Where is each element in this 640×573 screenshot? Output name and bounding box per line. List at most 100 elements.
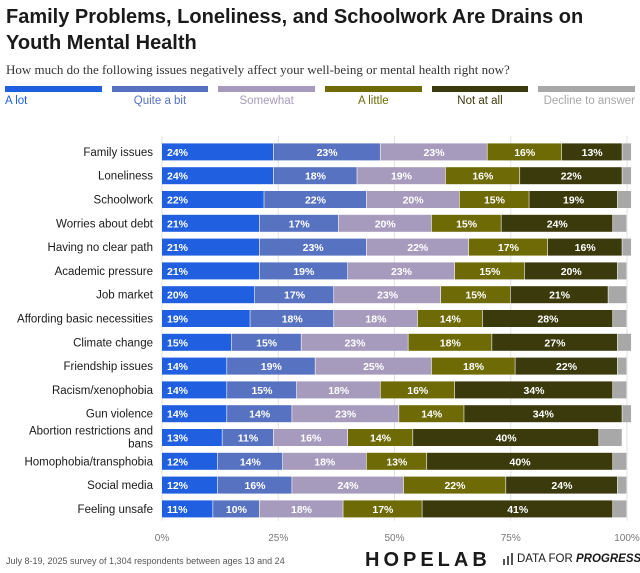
data-label: 22% [167, 195, 189, 207]
data-label: 22% [561, 171, 583, 183]
bar-segment [273, 167, 357, 185]
bar-segment [547, 238, 622, 256]
bar-segment [380, 143, 487, 161]
bar-segment [264, 191, 366, 208]
bar-segment [162, 429, 222, 446]
bar-segment [613, 452, 627, 470]
data-label: 12% [167, 456, 189, 468]
data-label: 11% [167, 504, 188, 516]
legend-label: A lot [5, 95, 28, 107]
bar-segment [273, 143, 380, 161]
data-label: 14% [167, 361, 189, 373]
category-label: Racism/xenophobia [52, 385, 154, 397]
bar-segment [366, 238, 469, 256]
bar-segment [427, 452, 613, 470]
data-label: 22% [407, 242, 429, 254]
data-label: 10% [226, 504, 248, 516]
bar-segment [617, 333, 632, 351]
data-label: 28% [537, 314, 559, 326]
data-label: 14% [240, 456, 262, 468]
data-label: 14% [440, 314, 462, 326]
bar-segment [482, 310, 613, 327]
bar-segment [487, 143, 562, 161]
bar-segment [162, 167, 273, 185]
bar-segment [380, 381, 455, 399]
bar-segment [403, 476, 506, 494]
data-label: 18% [463, 361, 485, 373]
bar-segment [227, 405, 292, 423]
data-label: 23% [424, 147, 446, 159]
bar-segment [162, 262, 260, 280]
bar-segment [334, 310, 418, 327]
bar-segment [348, 429, 413, 446]
legend-item-not-at-all: Not at all [431, 86, 529, 107]
bar-segment [510, 286, 608, 304]
legend-label: Decline to answer [543, 95, 635, 107]
bar-segment [255, 286, 334, 304]
data-label: 19% [563, 195, 585, 207]
stacked-bar-chart: 0% 25% 50% 75% 100% Family issues 24% 23% 23% 16%… [17, 136, 640, 544]
bar-segment [343, 500, 422, 518]
data-label: 23% [317, 147, 339, 159]
legend-label: Quite a bit [133, 95, 187, 107]
data-label: 19% [167, 314, 189, 326]
legend-item-a-little: A little [325, 86, 422, 107]
category-label: Friendship issues [64, 361, 154, 373]
bar-segment [413, 429, 599, 446]
bar-segment [417, 310, 483, 327]
data-label: 18% [365, 314, 387, 326]
bar-segment [561, 143, 622, 161]
data-label: 40% [496, 433, 518, 445]
chart-title: Family Problems, Loneliness, and Schoolw… [6, 6, 584, 54]
dfp-prefix: DATA FOR [517, 553, 576, 565]
data-label: 13% [167, 433, 189, 445]
bar-segment [292, 476, 404, 494]
data-label: 18% [328, 385, 350, 397]
hopelab-logo: HOPELAB [365, 549, 491, 571]
bar-segment [213, 500, 260, 518]
bar-segment [617, 357, 627, 375]
chart-subtitle: How much do the following issues negativ… [6, 62, 510, 77]
data-label: 18% [440, 337, 462, 349]
data-label: 20% [403, 195, 425, 207]
data-label: 19% [391, 171, 413, 183]
data-label: 17% [289, 218, 311, 230]
data-label: 15% [479, 266, 501, 278]
data-label: 14% [167, 409, 189, 421]
legend-swatch [218, 86, 315, 92]
data-label: 16% [407, 385, 429, 397]
data-label: 15% [167, 337, 189, 349]
footnote: July 8-19, 2025 survey of 1,304 responde… [6, 556, 285, 566]
bar-segment [259, 500, 343, 518]
data-label: 23% [344, 337, 366, 349]
bar-segment [162, 310, 250, 327]
data-label: 21% [167, 266, 189, 278]
bar-segment [529, 191, 618, 208]
bar-segment [227, 381, 297, 399]
legend-label: A little [357, 95, 389, 107]
data-for-progress-logo: DATA FOR PROGRESS [517, 553, 640, 565]
bar-segment [162, 452, 218, 470]
data-label: 21% [167, 218, 189, 230]
bar-segment [315, 357, 432, 375]
bar-segment [259, 262, 348, 280]
data-label: 41% [507, 504, 529, 516]
x-tick-label: 75% [501, 533, 521, 544]
data-label: 24% [167, 171, 189, 183]
data-label: 14% [249, 409, 271, 421]
bar-segment [301, 333, 408, 351]
data-label: 27% [544, 337, 566, 349]
data-label: 20% [561, 266, 583, 278]
bar-segment [454, 262, 525, 280]
data-label: 25% [363, 361, 385, 373]
legend-swatch [325, 86, 422, 92]
data-label: 40% [510, 456, 532, 468]
bar-segment [334, 286, 441, 304]
bar-segment [599, 429, 622, 446]
bar-segment [622, 143, 632, 161]
data-label: 15% [484, 195, 506, 207]
x-tick-label: 0% [155, 533, 170, 544]
legend-swatch [111, 86, 209, 92]
data-label: 23% [303, 242, 325, 254]
bar-segment [162, 333, 232, 351]
